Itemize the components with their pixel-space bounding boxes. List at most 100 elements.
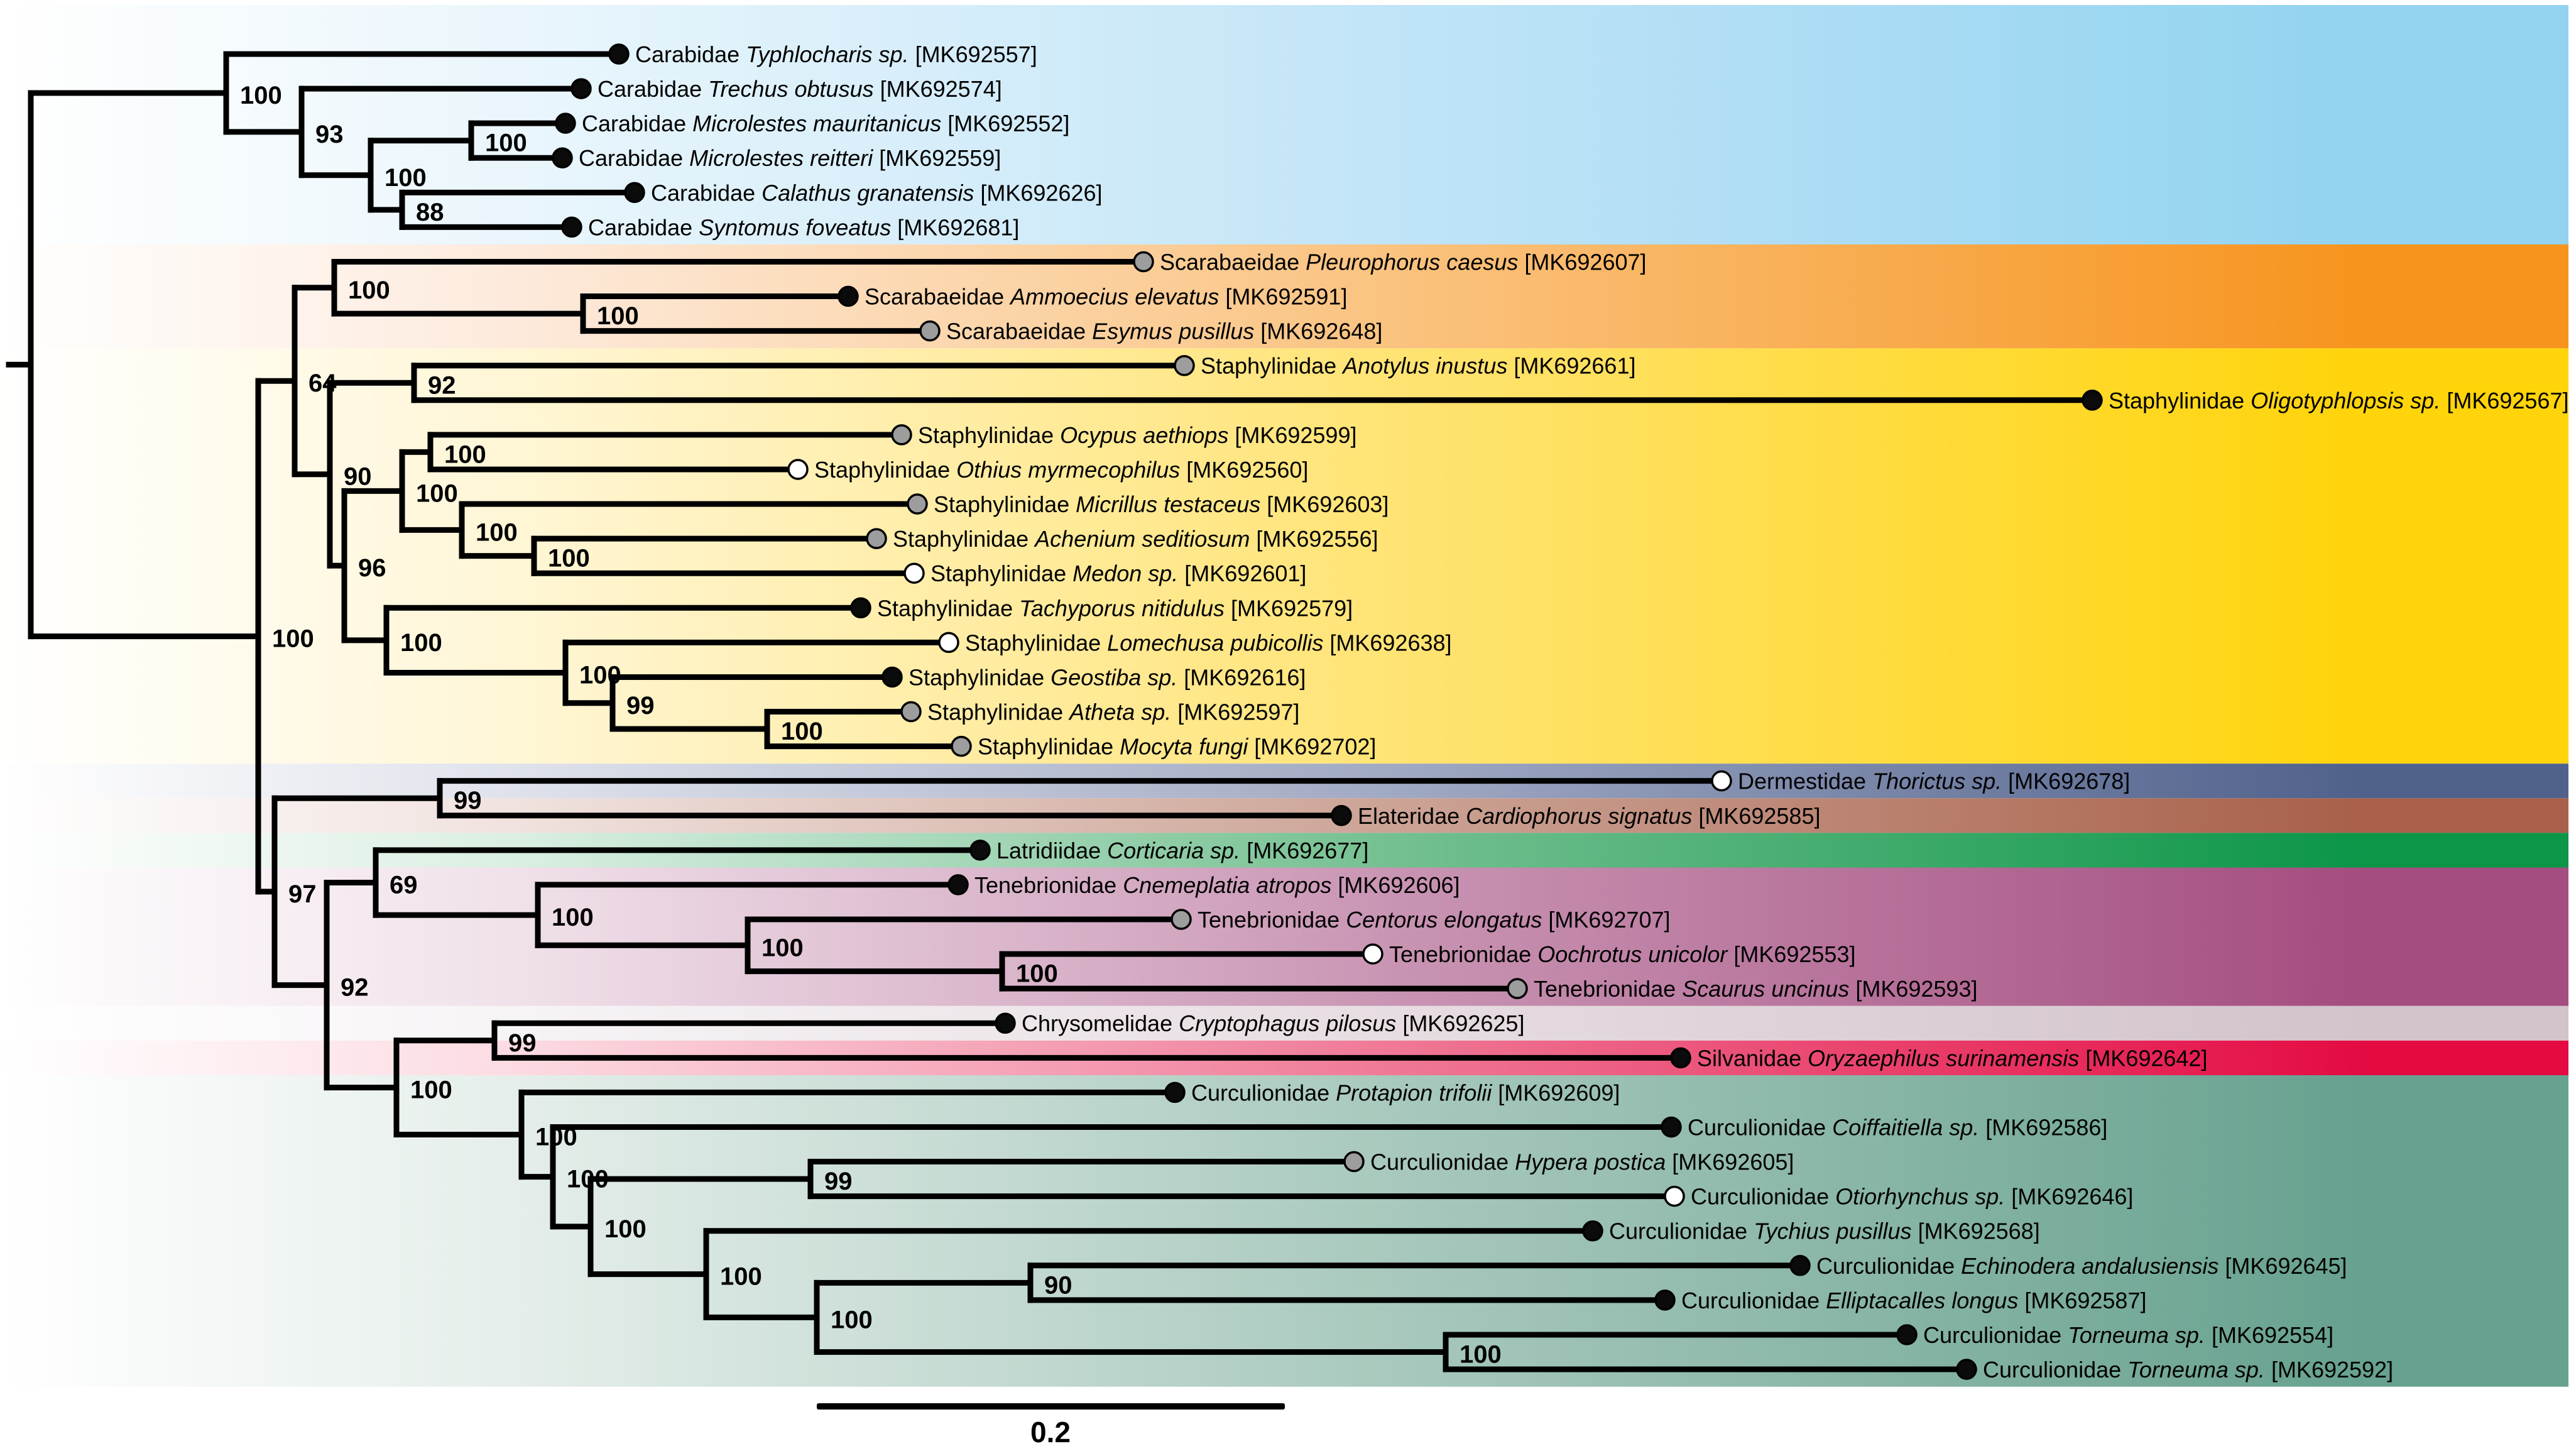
tip-label: Staphylinidae Atheta sp. [MK692597] bbox=[927, 699, 1299, 725]
tip-dot-filled bbox=[1331, 805, 1352, 826]
bootstrap-label: 100 bbox=[476, 518, 518, 546]
tip-label: Dermestidae Thorictus sp. [MK692678] bbox=[1738, 768, 2130, 794]
bootstrap-label: 64 bbox=[308, 370, 337, 397]
tip-dot-filled bbox=[838, 285, 859, 307]
tip-label: Curculionidae Coiffaitiella sp. [MK69258… bbox=[1688, 1114, 2107, 1140]
family-band-chrysomelidae bbox=[0, 1005, 2568, 1041]
tip-dot-gray bbox=[1507, 978, 1528, 999]
tip-dot-filled bbox=[881, 666, 903, 688]
tip-dot-filled bbox=[1164, 1081, 1186, 1103]
tip-label: Curculionidae Echinodera andalusiensis [… bbox=[1816, 1252, 2347, 1278]
tip-MK692607: Scarabaeidae Pleurophorus caesus [MK6926… bbox=[1133, 249, 1647, 275]
tip-MK692645: Curculionidae Echinodera andalusiensis [… bbox=[1789, 1252, 2347, 1278]
tip-dot-filled bbox=[850, 597, 871, 619]
tip-label: Carabidae Syntomus foveatus [MK692681] bbox=[588, 214, 1019, 240]
bootstrap-label: 100 bbox=[579, 662, 621, 689]
bootstrap-label: 100 bbox=[400, 629, 442, 657]
bootstrap-label: 99 bbox=[824, 1168, 853, 1195]
tip-label: Scarabaeidae Pleurophorus caesus [MK6926… bbox=[1160, 249, 1647, 275]
tip-label: Staphylinidae Achenium seditiosum [MK692… bbox=[893, 526, 1378, 552]
tip-MK692559: Carabidae Microlestes reitteri [MK692559… bbox=[552, 145, 1001, 171]
tip-label: Staphylinidae Oligotyphlopsis sp. [MK692… bbox=[2109, 387, 2568, 413]
tip-MK692560: Staphylinidae Othius myrmecophilus [MK69… bbox=[787, 456, 1308, 482]
tip-dot-gray bbox=[1343, 1151, 1365, 1173]
tip-MK692554: Curculionidae Torneuma sp. [MK692554] bbox=[1896, 1322, 2333, 1347]
tip-dot-filled bbox=[2082, 390, 2103, 411]
tip-MK692574: Carabidae Trechus obtusus [MK692574] bbox=[570, 76, 1002, 102]
bootstrap-label: 100 bbox=[1016, 960, 1058, 988]
bootstrap-label: 100 bbox=[720, 1263, 762, 1291]
tip-MK692579: Staphylinidae Tachyporus nitidulus [MK69… bbox=[850, 595, 1353, 621]
tip-MK692638: Staphylinidae Lomechusa pubicollis [MK69… bbox=[938, 630, 1452, 655]
tip-MK692626: Carabidae Calathus granatensis [MK692626… bbox=[624, 180, 1102, 205]
bootstrap-label: 100 bbox=[831, 1306, 873, 1333]
tip-MK692609: Curculionidae Protapion trifolii [MK6926… bbox=[1164, 1080, 1620, 1105]
tip-label: Latridiidae Corticaria sp. [MK692677] bbox=[996, 837, 1368, 863]
tip-dot-filled bbox=[1654, 1289, 1676, 1311]
tip-dot-filled bbox=[570, 78, 592, 99]
tip-dot-gray bbox=[1171, 909, 1192, 930]
tip-MK692625: Chrysomelidae Cryptophagus pilosus [MK69… bbox=[995, 1010, 1524, 1036]
tip-MK692606: Tenebrionidae Cnemeplatia atropos [MK692… bbox=[947, 872, 1460, 897]
bootstrap-label: 100 bbox=[761, 934, 804, 961]
tip-MK692587: Curculionidae Elliptacalles longus [MK69… bbox=[1654, 1287, 2146, 1313]
tip-dot-gray bbox=[1174, 354, 1195, 376]
bootstrap-label: 100 bbox=[410, 1076, 452, 1104]
tip-dot-open bbox=[787, 459, 809, 480]
tip-label: Staphylinidae Medon sp. [MK692601] bbox=[931, 561, 1306, 586]
tip-dot-gray bbox=[1133, 251, 1154, 273]
scale-bar: 0.2 bbox=[817, 1403, 1285, 1448]
tip-label: Tenebrionidae Centorus elongatus [MK6927… bbox=[1198, 907, 1671, 933]
bootstrap-label: 90 bbox=[344, 463, 372, 491]
bootstrap-label: 88 bbox=[416, 199, 444, 226]
tip-dot-gray bbox=[866, 528, 887, 549]
bootstrap-label: 100 bbox=[444, 441, 486, 468]
scale-bar-line bbox=[817, 1403, 1285, 1410]
bootstrap-label: 100 bbox=[548, 545, 590, 572]
tip-label: Elateridae Cardiophorus signatus [MK6925… bbox=[1358, 802, 1820, 828]
tip-label: Curculionidae Elliptacalles longus [MK69… bbox=[1681, 1287, 2146, 1313]
tip-dot-open bbox=[903, 562, 925, 584]
tip-dot-gray bbox=[951, 735, 972, 757]
tip-label: Carabidae Typhlocharis sp. [MK692557] bbox=[635, 41, 1037, 67]
bootstrap-label: 97 bbox=[288, 880, 317, 908]
family-bands bbox=[0, 5, 2568, 1387]
tip-label: Carabidae Microlestes reitteri [MK692559… bbox=[579, 145, 1001, 171]
bootstrap-label: 100 bbox=[567, 1166, 609, 1193]
bootstrap-label: 100 bbox=[535, 1124, 577, 1151]
tip-dot-filled bbox=[624, 182, 645, 204]
bootstrap-label: 100 bbox=[485, 129, 527, 157]
bootstrap-label: 100 bbox=[416, 479, 458, 507]
tip-dot-filled bbox=[608, 43, 630, 65]
tip-MK692597: Staphylinidae Atheta sp. [MK692597] bbox=[900, 699, 1299, 725]
tip-MK692593: Tenebrionidae Scaurus uncinus [MK692593] bbox=[1507, 976, 1977, 1002]
tip-label: Staphylinidae Othius myrmecophilus [MK69… bbox=[814, 456, 1308, 482]
tip-label: Carabidae Microlestes mauritanicus [MK69… bbox=[582, 111, 1069, 136]
tip-MK692678: Dermestidae Thorictus sp. [MK692678] bbox=[1711, 768, 2130, 794]
tip-label: Scarabaeidae Ammoecius elevatus [MK69259… bbox=[865, 283, 1347, 309]
bootstrap-label: 69 bbox=[390, 871, 418, 899]
tip-label: Curculionidae Torneuma sp. [MK692554] bbox=[1923, 1322, 2333, 1347]
bootstrap-label: 93 bbox=[315, 121, 344, 148]
tip-MK692661: Staphylinidae Anotylus inustus [MK692661… bbox=[1174, 353, 1635, 378]
bootstrap-label: 100 bbox=[240, 82, 282, 109]
bootstrap-label: 96 bbox=[358, 554, 386, 582]
tip-MK692556: Staphylinidae Achenium seditiosum [MK692… bbox=[866, 526, 1378, 552]
bootstrap-label: 99 bbox=[454, 787, 482, 814]
bootstrap-label: 92 bbox=[428, 371, 456, 399]
tip-dot-open bbox=[1711, 770, 1732, 792]
tip-dot-filled bbox=[1670, 1047, 1691, 1069]
tip-dot-open bbox=[1664, 1185, 1685, 1207]
tip-dot-open bbox=[1362, 943, 1384, 965]
tip-dot-filled bbox=[1582, 1220, 1603, 1242]
bootstrap-labels: 100 93 100 100 88 100 64 100 100 90 92 96 100 100 100 1… bbox=[240, 82, 1502, 1369]
tip-MK692592: Curculionidae Torneuma sp. [MK692592] bbox=[1956, 1357, 2393, 1383]
tip-label: Staphylinidae Mocyta fungi [MK692702] bbox=[978, 733, 1376, 759]
bootstrap-label: 100 bbox=[348, 277, 390, 304]
tip-label: Curculionidae Otiorhynchus sp. [MK692646… bbox=[1691, 1183, 2133, 1209]
tip-MK692642: Silvanidae Oryzaephilus surinamensis [MK… bbox=[1670, 1045, 2207, 1071]
bootstrap-label: 99 bbox=[626, 692, 655, 720]
tip-label: Tenebrionidae Scaurus uncinus [MK692593] bbox=[1534, 976, 1977, 1002]
tip-MK692568: Curculionidae Tychius pusillus [MK692568… bbox=[1582, 1218, 2040, 1244]
